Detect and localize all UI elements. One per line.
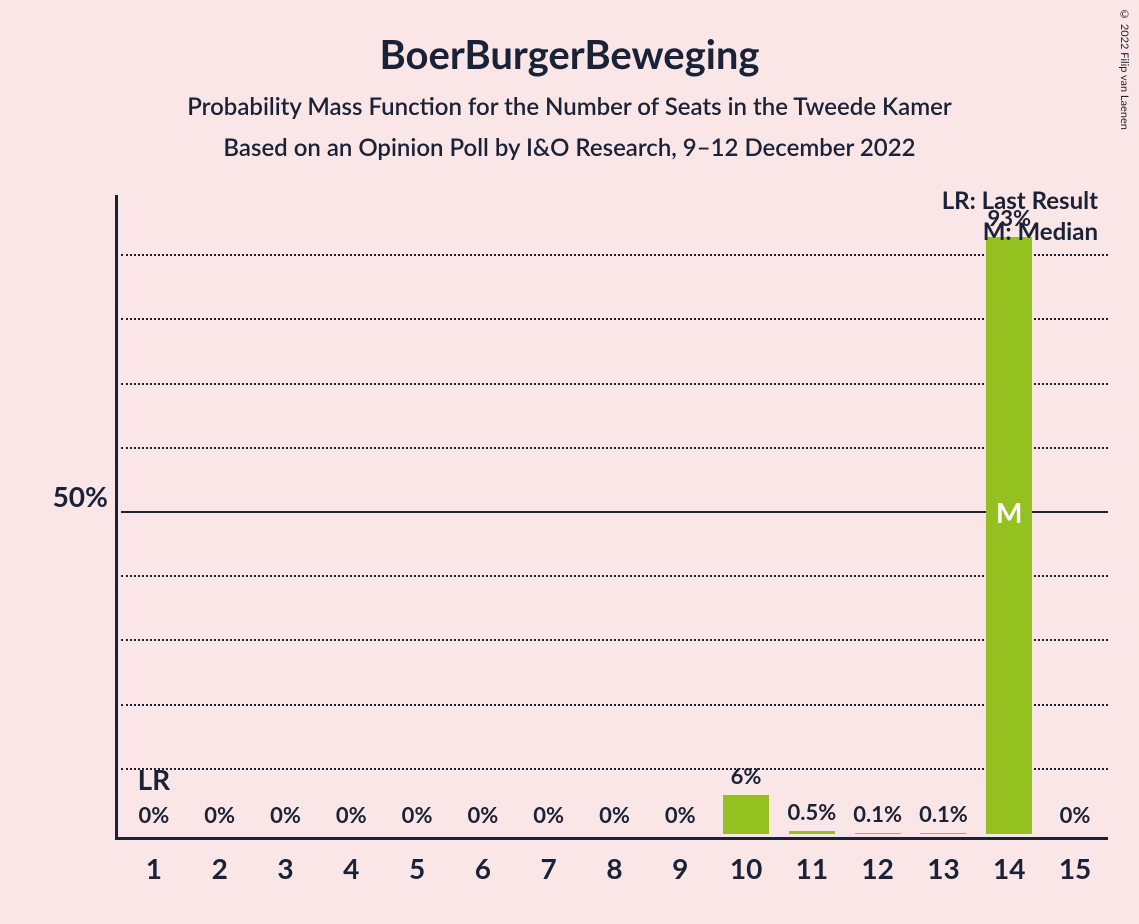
- x-axis-tick: 4: [318, 851, 384, 885]
- x-axis-tick: 7: [516, 851, 582, 885]
- chart-subtitle-1: Probability Mass Function for the Number…: [0, 92, 1139, 121]
- bar-slot: 6%: [713, 195, 779, 834]
- bar-slot: 0.1%: [845, 195, 911, 834]
- x-axis-tick: 15: [1042, 851, 1108, 885]
- bar-value-label: 0%: [467, 801, 498, 828]
- bar-slot: 0%: [582, 195, 648, 834]
- x-axis-tick: 5: [384, 851, 450, 885]
- bar-value-label: 0%: [533, 801, 564, 828]
- lr-marker: LR: [138, 762, 171, 796]
- bar-value-label: 0%: [402, 801, 433, 828]
- x-axis-tick: 14: [976, 851, 1042, 885]
- median-marker: M: [996, 495, 1022, 529]
- bar-slot: 0.1%: [911, 195, 977, 834]
- bar-slot: 0%: [1042, 195, 1108, 834]
- x-axis-tick: 8: [582, 851, 648, 885]
- chart-title: BoerBurgerBeweging: [0, 30, 1139, 78]
- bar-value-label: 0%: [599, 801, 630, 828]
- bar-value-label: 0%: [204, 801, 235, 828]
- bar-value-label: 6%: [731, 762, 762, 789]
- titles-block: BoerBurgerBeweging Probability Mass Func…: [0, 0, 1139, 162]
- bar-value-label: 0%: [138, 801, 169, 828]
- plot-area: 0%LR0%0%0%0%0%0%0%0%6%0.5%0.1%0.1%93%M0%…: [115, 195, 1108, 840]
- bar-value-label: 0.5%: [787, 798, 836, 825]
- bar: [855, 833, 901, 834]
- chart-area: 0%LR0%0%0%0%0%0%0%0%6%0.5%0.1%0.1%93%M0%…: [115, 195, 1108, 840]
- bar-value-label: 0%: [270, 801, 301, 828]
- bar-slot: 0%: [253, 195, 319, 834]
- x-axis: 123456789101112131415: [121, 851, 1108, 885]
- bar: [789, 831, 835, 834]
- x-axis-tick: 12: [845, 851, 911, 885]
- bar-slot: 0%: [318, 195, 384, 834]
- x-axis-tick: 3: [253, 851, 319, 885]
- bar-slot: 0% LR: [121, 195, 187, 834]
- bar-slot: 0.5%: [779, 195, 845, 834]
- x-axis-tick: 1: [121, 851, 187, 885]
- bar: [920, 833, 966, 834]
- copyright-text: © 2022 Filip van Laenen: [1118, 8, 1131, 130]
- x-axis-tick: 2: [187, 851, 253, 885]
- bar-value-label: 0%: [665, 801, 696, 828]
- x-axis-tick: 10: [713, 851, 779, 885]
- bar-slot: 0%: [187, 195, 253, 834]
- x-axis-tick: 6: [450, 851, 516, 885]
- legend-lr: LR: Last Result: [942, 185, 1098, 216]
- bar-value-label: 0.1%: [853, 800, 902, 827]
- x-axis-tick: 9: [647, 851, 713, 885]
- bar-slot: 0%: [647, 195, 713, 834]
- legend: LR: Last Result M: Median: [942, 185, 1098, 247]
- legend-m: M: Median: [942, 216, 1098, 247]
- bar-slot: 0%: [516, 195, 582, 834]
- chart-subtitle-2: Based on an Opinion Poll by I&O Research…: [0, 133, 1139, 162]
- bar-value-label: 0.1%: [919, 800, 968, 827]
- x-axis-tick: 13: [911, 851, 977, 885]
- bar-slot: 0%: [450, 195, 516, 834]
- y-axis-label: 50%: [53, 479, 108, 513]
- bars-container: 0% LR 0% 0% 0% 0% 0% 0% 0% 0% 6% 0.5% 0.1% 0.1% 93%M 0%: [121, 195, 1108, 834]
- bar: [986, 237, 1032, 834]
- bar-value-label: 0%: [1060, 801, 1091, 828]
- x-axis-tick: 11: [779, 851, 845, 885]
- bar-slot: 93%M: [976, 195, 1042, 834]
- bar: [723, 795, 769, 834]
- bar-value-label: 0%: [336, 801, 367, 828]
- bar-slot: 0%: [384, 195, 450, 834]
